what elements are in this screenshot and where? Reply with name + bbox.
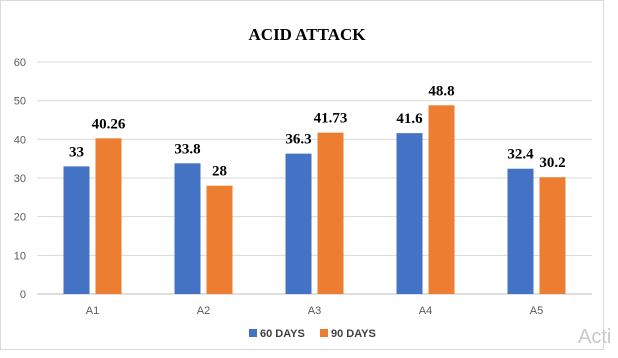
chart-title: ACID ATTACK: [249, 25, 367, 44]
data-label: 41.73: [314, 111, 348, 127]
data-label: 48.8: [428, 83, 454, 99]
y-tick-label: 10: [14, 250, 26, 262]
legend-swatch-series-2: [320, 329, 328, 337]
bar-a1-series-2: [95, 138, 122, 294]
x-tick-label: A4: [419, 305, 432, 317]
data-label: 30.2: [539, 155, 565, 171]
y-axis-ticks: 0 10 20 30 40 50 60: [14, 57, 26, 301]
bar-a3-series-1: [285, 153, 312, 294]
y-tick-label: 30: [14, 173, 26, 185]
data-label: 33: [69, 144, 84, 160]
x-tick-label: A5: [530, 305, 543, 317]
data-labels: 33 40.26 33.8 28 36.341.73 41.6 48.8 32.4 30.2: [69, 83, 566, 179]
y-tick-label: 40: [14, 134, 26, 146]
data-label: 32.4: [507, 147, 534, 163]
legend-label-series-2: 90 DAYS: [331, 328, 376, 340]
bars: [63, 105, 566, 294]
y-tick-label: 50: [14, 96, 26, 108]
x-tick-label: A3: [308, 305, 321, 317]
bar-a3-series-2: [317, 132, 344, 294]
bar-a5-series-2: [539, 177, 566, 294]
bar-a2-series-2: [206, 185, 233, 294]
y-tick-label: 0: [20, 289, 26, 301]
data-label: 40.26: [92, 116, 126, 132]
y-tick-label: 20: [14, 212, 26, 224]
x-tick-label: A2: [197, 305, 210, 317]
gridlines: [37, 61, 592, 295]
bar-a4-series-1: [396, 133, 423, 294]
data-label: 36.3: [285, 132, 311, 148]
legend-swatch-series-1: [249, 329, 257, 337]
data-label: 28: [212, 164, 227, 180]
bar-a1-series-1: [63, 166, 90, 294]
x-axis-ticks: A1 A2 A3 A4 A5: [86, 305, 543, 317]
data-label: 33.8: [174, 141, 200, 157]
bar-a4-series-2: [428, 105, 455, 294]
legend-label-series-1: 60 DAYS: [260, 328, 305, 340]
bar-a5-series-1: [507, 168, 534, 294]
activation-watermark: Acti: [578, 326, 612, 348]
bar-a2-series-1: [174, 163, 201, 294]
y-tick-label: 60: [14, 57, 26, 69]
data-label: 41.6: [396, 111, 423, 127]
x-tick-label: A1: [86, 305, 99, 317]
legend: 60 DAYS 90 DAYS: [249, 328, 376, 340]
